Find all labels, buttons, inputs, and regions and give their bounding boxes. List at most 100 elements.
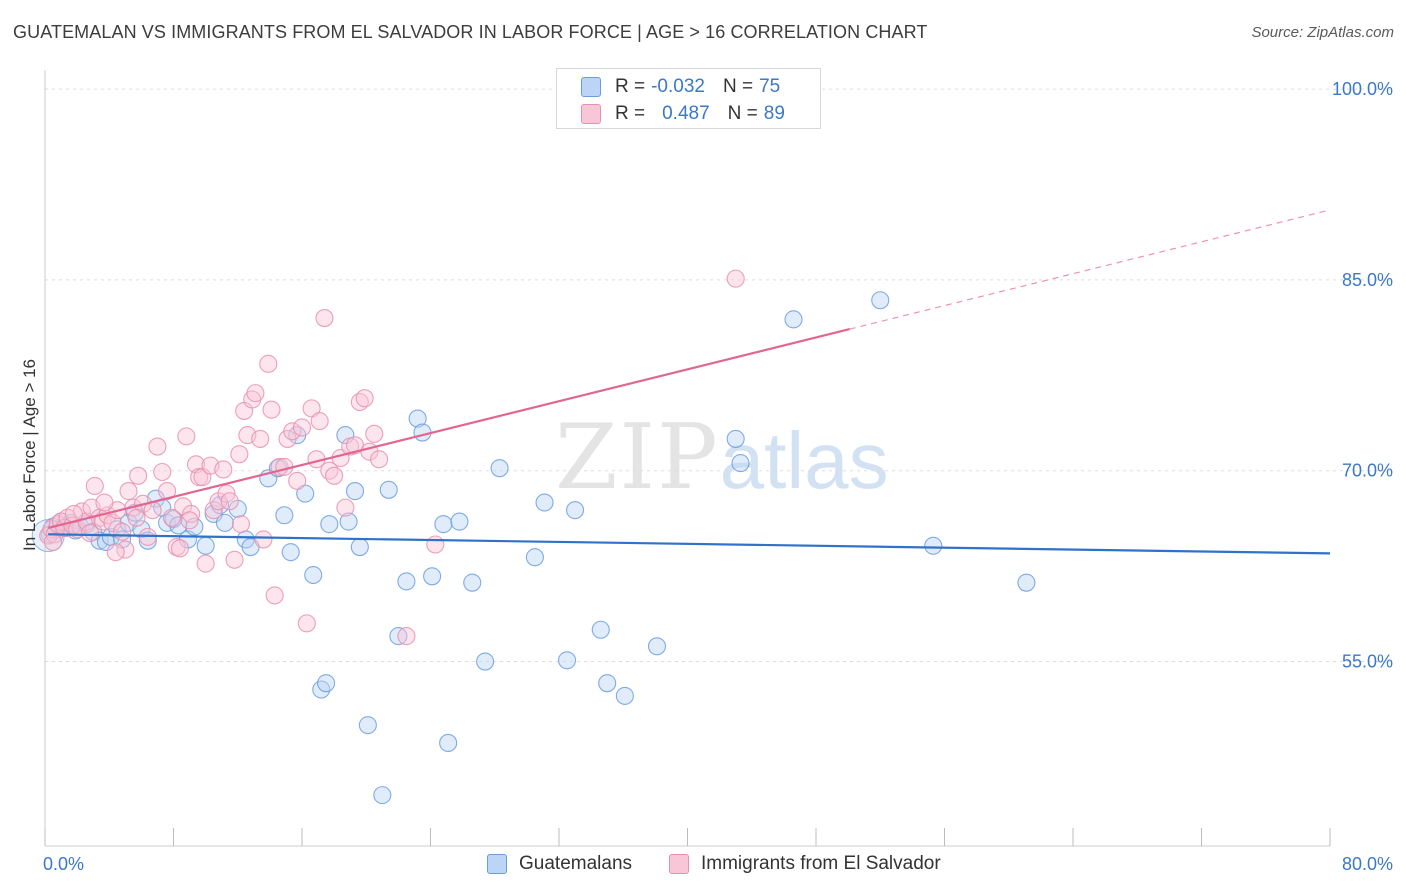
data-point [463,573,482,592]
trend-line [48,533,1331,555]
axes [44,70,1331,847]
data-point [297,614,316,633]
legend-r-label: R = [615,76,646,97]
trend-lines [47,209,1331,555]
data-point [177,427,196,446]
bottom-legend-guatemalans: Guatemalans [487,852,632,876]
data-point [231,515,251,534]
data-point [615,686,634,705]
data-point [292,418,312,437]
data-point [220,492,239,511]
data-point [169,516,188,535]
data-point [43,532,63,552]
legend-n-value: 75 [759,76,781,97]
data-point [281,543,300,562]
data-point [784,310,803,329]
data-point [535,493,554,512]
series-el-salvador-points [39,269,745,646]
data-point [119,482,138,501]
legend-n-label: N = [727,103,758,124]
bottom-legend-swatch-blue [487,854,507,874]
data-point [215,513,234,532]
data-point [423,567,442,586]
legend-row-guatemalans: R = -0.032 N = 75 [581,75,780,99]
data-point [370,450,389,469]
legend-row-el-salvador: R = 0.487 N = 89 [581,102,785,126]
data-point [129,466,148,485]
data-point [871,291,890,310]
data-point [355,389,374,408]
x-tick-label: 80.0% [1342,854,1393,874]
data-point [283,422,302,441]
data-point [246,384,265,403]
legend-r-label: R = [615,103,646,124]
data-point [275,506,294,525]
data-point [408,409,427,428]
data-point [153,462,172,482]
data-point [336,498,355,517]
data-point [434,515,453,534]
data-point [339,512,358,531]
legend-r-value: 0.487 [662,103,710,124]
data-point [397,627,416,646]
data-point [397,572,416,591]
data-point [345,482,365,501]
data-point [265,586,284,605]
data-point [365,424,384,443]
data-point [379,480,398,499]
data-point [426,535,445,554]
data-point [490,459,509,478]
x-tick-label: 0.0% [43,854,84,874]
data-point [310,412,329,431]
data-point [113,522,132,541]
bottom-legend-swatch-pink [669,854,689,874]
grid-lines [45,88,1394,663]
data-point [591,620,610,639]
data-point [320,515,339,534]
source-label: Source: ZipAtlas.com [1251,24,1394,41]
data-point [373,786,392,805]
y-tick-label: 100.0% [1332,79,1393,99]
y-tick-label: 85.0% [1342,270,1393,290]
y-axis-label: In Labor Force | Age > 16 [20,358,39,552]
data-point [80,524,100,543]
data-point [557,651,577,670]
data-point [726,429,745,448]
data-point [182,504,201,524]
data-point [731,454,750,473]
trend-line-extension [849,209,1331,330]
data-point [325,466,344,485]
bottom-legend-el-salvador: Immigrants from El Salvador [669,852,941,876]
data-point [214,460,233,479]
data-point [230,445,249,464]
data-point [566,501,585,520]
data-point [85,476,104,496]
data-point [358,716,377,735]
data-point [302,399,321,418]
data-point [288,471,307,490]
data-point [262,400,281,419]
data-point [251,429,270,448]
data-point [95,493,114,512]
data-point [598,674,617,693]
legend-swatch-blue [581,77,601,97]
data-point [180,511,199,530]
data-point [1017,573,1036,592]
correlation-legend: R = -0.032 N = 75 R = 0.487 N = 89 [556,68,821,129]
data-point [225,550,244,569]
bottom-legend-label: Immigrants from El Salvador [701,853,941,874]
tick-labels: 100.0% 85.0% 70.0% 55.0% 0.0% 80.0% [43,79,1393,874]
data-point [450,512,469,531]
legend-r-value: -0.032 [651,76,705,97]
data-point [439,733,458,753]
data-point [170,539,189,558]
y-tick-label: 55.0% [1342,652,1393,672]
trend-line [47,328,850,530]
data-point [162,508,181,527]
data-point [350,537,369,557]
data-point [924,536,943,555]
data-point [304,565,323,585]
data-point [525,548,544,567]
bottom-legend-label: Guatemalans [519,853,633,874]
